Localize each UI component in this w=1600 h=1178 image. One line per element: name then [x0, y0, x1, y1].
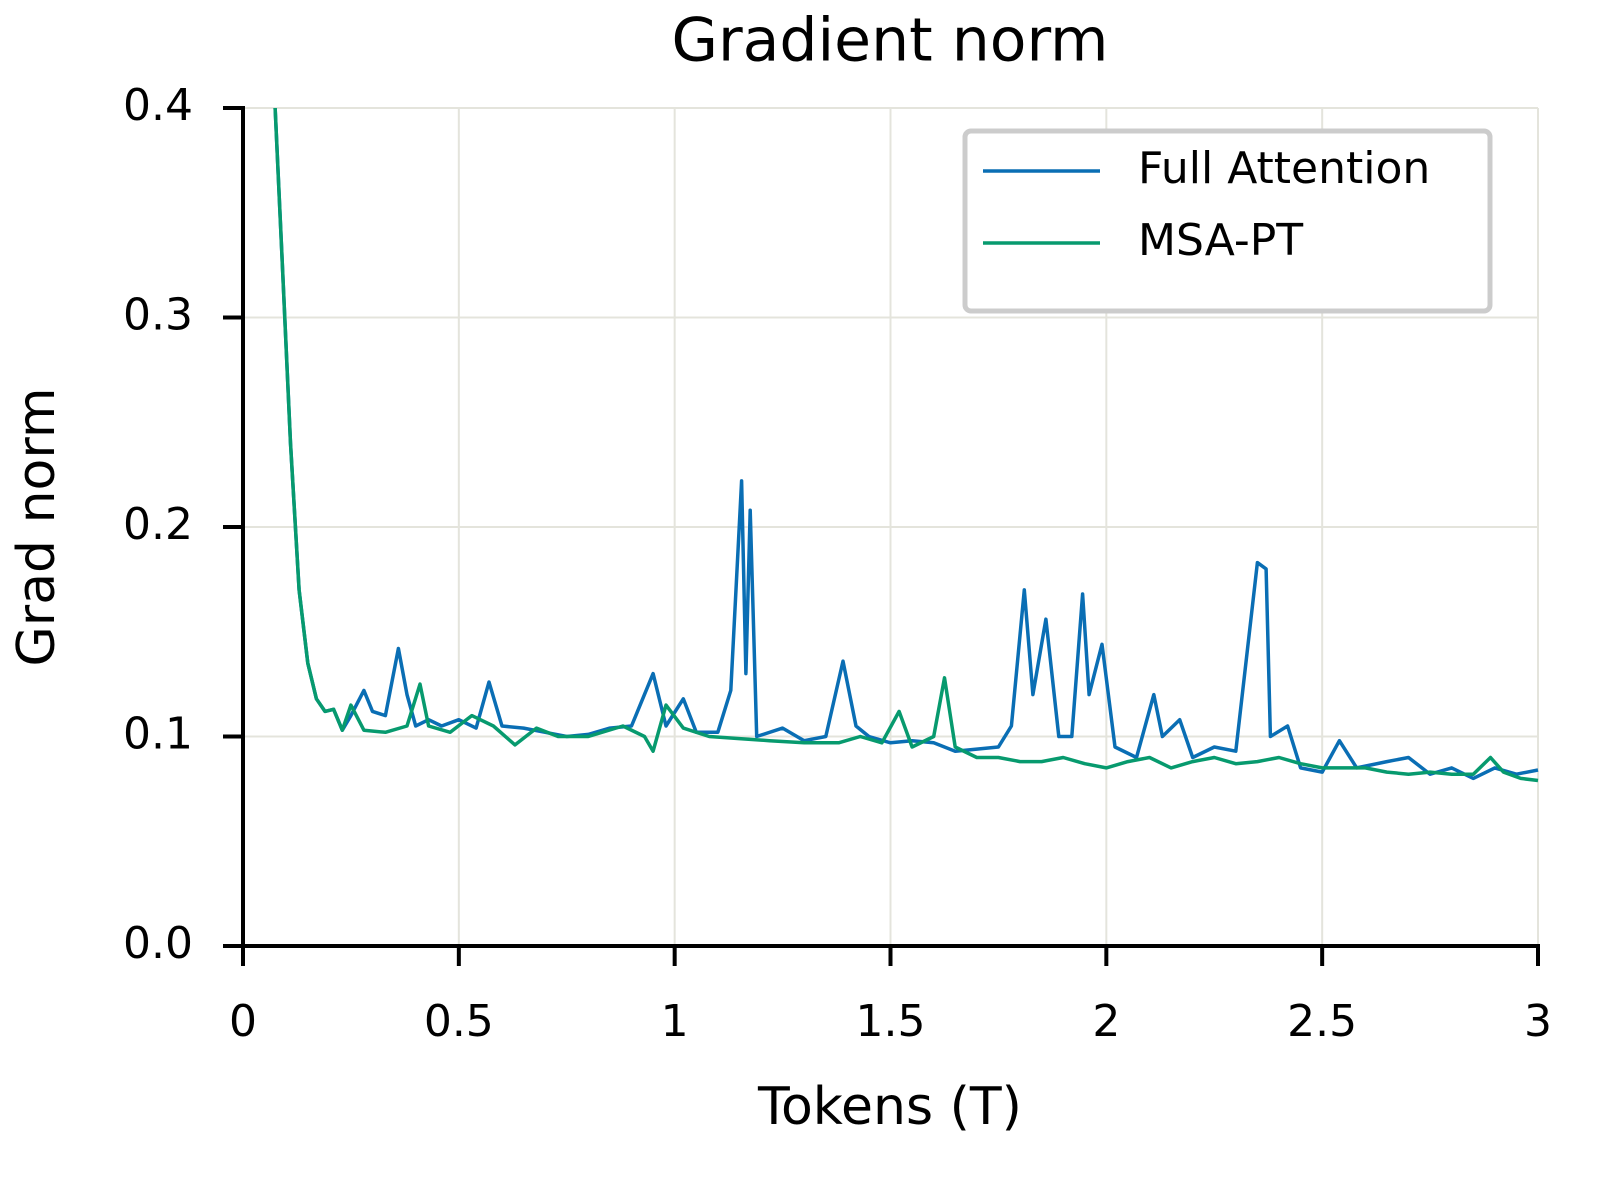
chart-title: Gradient norm: [671, 6, 1108, 76]
x-axis-label: Tokens (T): [757, 1077, 1022, 1137]
legend-label: Full Attention: [1138, 143, 1430, 194]
x-tick-label: 3: [1524, 996, 1552, 1047]
legend-box: [962, 128, 1493, 314]
y-tick-label: 0.2: [123, 499, 193, 550]
y-tick-label: 0.0: [123, 918, 193, 969]
x-tick-label: 1.5: [856, 996, 926, 1047]
legend-label: MSA-PT: [1138, 215, 1303, 266]
x-tick-label: 1: [661, 996, 689, 1047]
y-tick-label: 0.1: [123, 709, 193, 760]
x-tick-label: 0: [229, 996, 257, 1047]
line-series: [273, 108, 1539, 783]
legend: Full Attention MSA-PT: [962, 128, 1493, 314]
x-tick-label: 2.5: [1287, 996, 1357, 1047]
line-series: [273, 108, 1539, 781]
x-tick-label: 0.5: [424, 996, 494, 1047]
y-tick-label: 0.3: [123, 290, 193, 341]
x-tick-label: 2: [1092, 996, 1120, 1047]
y-axis-label: Grad norm: [7, 388, 67, 667]
y-tick-label: 0.4: [123, 80, 193, 131]
